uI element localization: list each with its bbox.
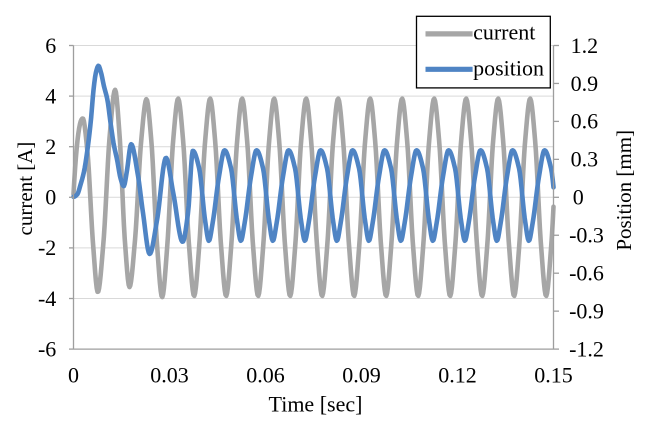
svg-text:Position [mm]: Position [mm] (612, 130, 636, 251)
svg-text:6: 6 (45, 33, 56, 58)
svg-text:-2: -2 (38, 235, 56, 260)
svg-text:-0.9: -0.9 (569, 299, 604, 324)
svg-text:0: 0 (68, 362, 79, 387)
svg-text:4: 4 (45, 83, 56, 108)
svg-text:0.03: 0.03 (150, 362, 189, 387)
svg-text:-4: -4 (38, 286, 56, 311)
svg-text:0.09: 0.09 (342, 362, 381, 387)
svg-text:position: position (473, 56, 544, 81)
svg-text:0.3: 0.3 (571, 147, 599, 172)
svg-text:-6: -6 (38, 336, 56, 361)
svg-text:0: 0 (573, 185, 584, 210)
svg-text:-0.3: -0.3 (569, 223, 604, 248)
svg-text:0.9: 0.9 (571, 71, 599, 96)
svg-text:Time [sec]: Time [sec] (269, 391, 363, 416)
svg-text:current [A]: current [A] (13, 142, 37, 236)
svg-text:0.12: 0.12 (438, 362, 477, 387)
svg-text:1.2: 1.2 (571, 33, 599, 58)
svg-text:0.6: 0.6 (571, 109, 599, 134)
svg-text:2: 2 (45, 134, 56, 159)
svg-text:-0.6: -0.6 (569, 261, 604, 286)
svg-text:0: 0 (45, 185, 56, 210)
svg-text:-1.2: -1.2 (569, 336, 604, 361)
svg-text:0.06: 0.06 (246, 362, 285, 387)
svg-text:current: current (473, 20, 535, 45)
svg-text:0.15: 0.15 (534, 362, 573, 387)
